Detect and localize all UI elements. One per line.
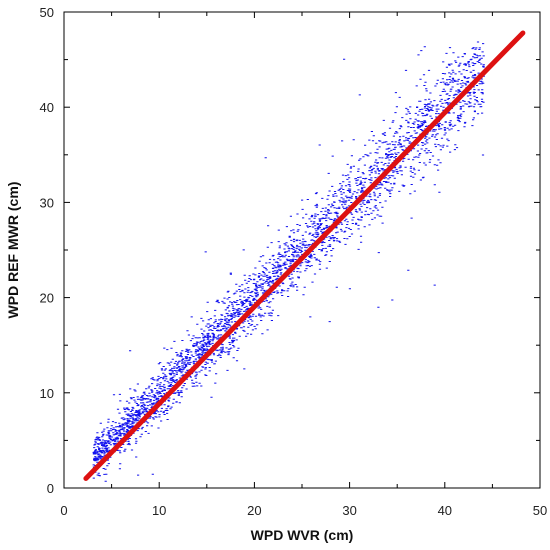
x-tick-label: 10: [152, 503, 166, 518]
x-tick-label: 50: [533, 503, 547, 518]
y-tick-label: 10: [40, 386, 54, 401]
x-tick-label: 20: [247, 503, 261, 518]
x-tick-label: 40: [438, 503, 452, 518]
x-tick-label: 30: [342, 503, 356, 518]
y-tick-label: 30: [40, 195, 54, 210]
y-axis-ticks: 0 10 20 30 40 50: [40, 5, 540, 496]
y-tick-label: 40: [40, 100, 54, 115]
fit-line: [83, 30, 526, 481]
y-tick-label: 0: [47, 481, 54, 496]
y-tick-label: 50: [40, 5, 54, 20]
x-axis-label: WPD WVR (cm): [251, 527, 354, 543]
x-tick-label: 0: [60, 503, 67, 518]
y-tick-label: 20: [40, 291, 54, 306]
x-axis-ticks: 0 10 20 30 40 50: [60, 12, 547, 518]
y-axis-label: WPD REF MWR (cm): [5, 182, 21, 319]
